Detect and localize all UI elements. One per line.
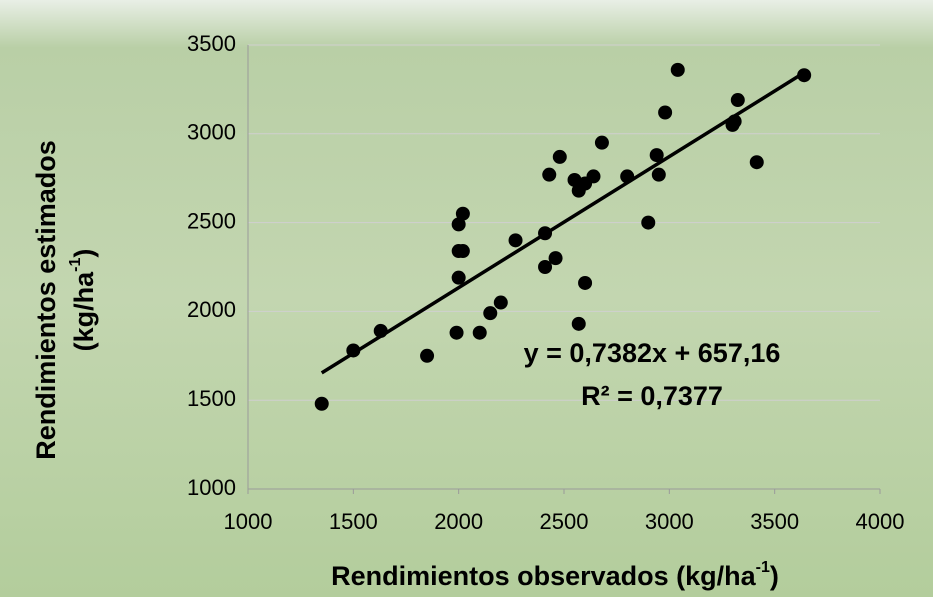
x-tick-label: 2500 bbox=[540, 509, 589, 534]
data-point bbox=[451, 217, 466, 232]
data-point bbox=[483, 306, 498, 321]
data-point bbox=[594, 135, 609, 150]
y-axis-label-unit: (kg/ha-1) bbox=[67, 249, 99, 352]
x-tick-label: 4000 bbox=[856, 509, 905, 534]
data-point bbox=[578, 275, 593, 290]
y-tick-label: 3500 bbox=[187, 31, 236, 56]
data-point bbox=[571, 316, 586, 331]
data-point bbox=[455, 244, 470, 259]
data-point bbox=[567, 172, 582, 187]
data-point bbox=[314, 396, 329, 411]
y-tick-label: 2000 bbox=[187, 297, 236, 322]
y-tick-label: 1500 bbox=[187, 386, 236, 411]
y-tick-label: 1000 bbox=[187, 475, 236, 500]
x-tick-label: 1000 bbox=[224, 509, 273, 534]
data-point bbox=[586, 169, 601, 184]
y-axis-label: Rendimientos estimados bbox=[31, 140, 61, 460]
data-point bbox=[548, 251, 563, 266]
data-point bbox=[651, 167, 666, 182]
data-point bbox=[552, 149, 567, 164]
x-tick-label: 1500 bbox=[329, 509, 378, 534]
data-point bbox=[449, 325, 464, 340]
data-point bbox=[730, 93, 745, 108]
data-point bbox=[641, 215, 656, 230]
data-point bbox=[670, 62, 685, 77]
x-tick-label: 3000 bbox=[645, 509, 694, 534]
x-tick-label: 2000 bbox=[434, 509, 483, 534]
data-point bbox=[508, 233, 523, 248]
y-tick-label: 2500 bbox=[187, 208, 236, 233]
data-point bbox=[451, 270, 466, 285]
data-point bbox=[455, 206, 470, 221]
trendline-equation: y = 0,7382x + 657,16 bbox=[524, 338, 781, 368]
data-point bbox=[749, 155, 764, 170]
trendline bbox=[320, 71, 806, 375]
data-point bbox=[542, 167, 557, 182]
x-axis-label: Rendimientos observados (kg/ha-1) bbox=[331, 559, 779, 591]
data-point bbox=[538, 260, 553, 274]
data-point bbox=[472, 325, 487, 340]
data-point bbox=[420, 348, 435, 363]
x-tick-label: 3500 bbox=[750, 509, 799, 534]
data-point bbox=[649, 148, 664, 163]
r-squared: R² = 0,7377 bbox=[581, 381, 723, 411]
y-tick-label: 3000 bbox=[187, 120, 236, 145]
data-point bbox=[493, 295, 508, 310]
data-point bbox=[658, 105, 673, 120]
data-point bbox=[797, 68, 812, 83]
